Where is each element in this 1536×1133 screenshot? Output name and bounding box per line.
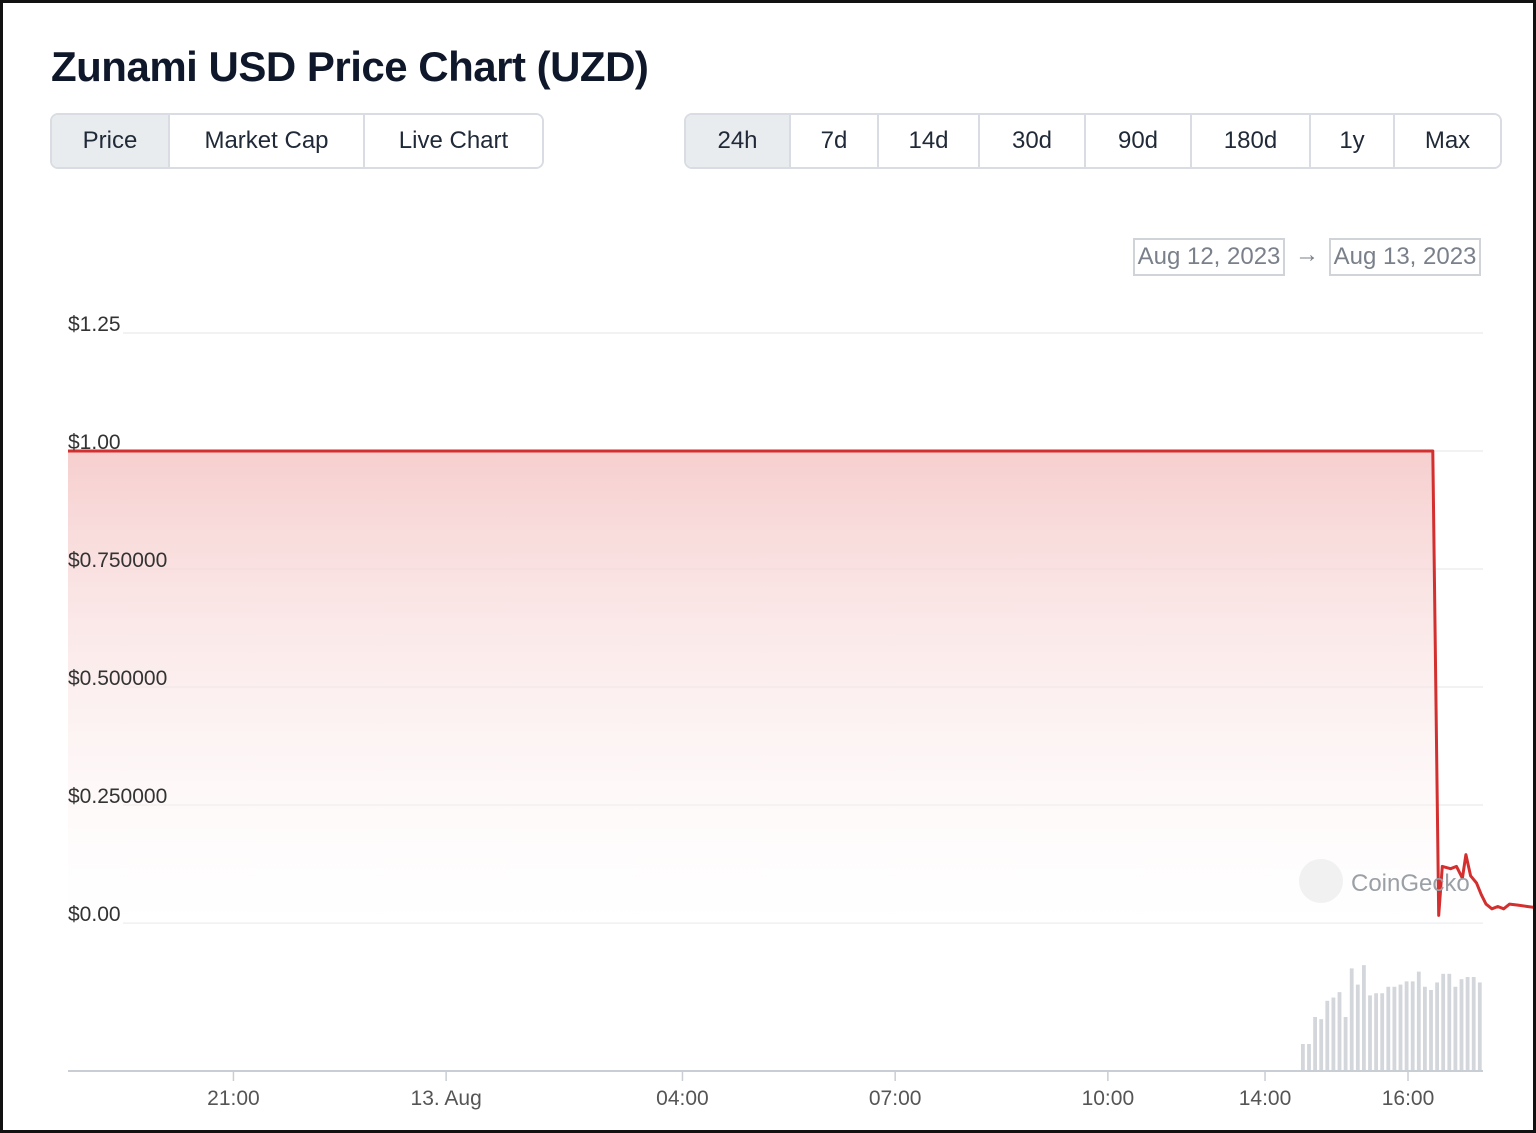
range-tab-group: 24h 7d 14d 30d 90d 180d 1y Max bbox=[684, 113, 1502, 169]
tab-price[interactable]: Price bbox=[52, 115, 170, 167]
arrow-right-icon: → bbox=[1295, 241, 1319, 268]
y-tick-label: $0.500000 bbox=[68, 667, 167, 690]
volume-bar bbox=[1459, 979, 1464, 1071]
volume-bar bbox=[1435, 982, 1439, 1071]
y-tick-label: $1.25 bbox=[68, 313, 121, 336]
date-from-input[interactable]: Aug 12, 2023 bbox=[1133, 238, 1285, 276]
x-tick-label: 21:00 bbox=[207, 1087, 260, 1110]
volume-bar bbox=[1398, 984, 1403, 1071]
volume-bar bbox=[1410, 981, 1415, 1071]
volume-bar bbox=[1453, 986, 1458, 1071]
range-14d[interactable]: 14d bbox=[879, 115, 980, 167]
price-line bbox=[68, 449, 1533, 917]
volume-bar bbox=[1465, 977, 1470, 1071]
volume-bar bbox=[1355, 984, 1360, 1071]
volume-bar bbox=[1441, 973, 1446, 1071]
x-tick-label: 07:00 bbox=[869, 1087, 922, 1110]
volume-bar bbox=[1343, 1017, 1348, 1071]
coingecko-watermark: CoinGecko bbox=[1299, 859, 1470, 903]
y-tick-label: $0.750000 bbox=[68, 549, 167, 572]
volume-bar bbox=[1392, 986, 1397, 1071]
x-tick-label: 16:00 bbox=[1382, 1087, 1435, 1110]
date-to-input[interactable]: Aug 13, 2023 bbox=[1329, 238, 1481, 276]
volume-bar bbox=[1416, 971, 1421, 1071]
range-1y[interactable]: 1y bbox=[1311, 115, 1395, 167]
page-title: Zunami USD Price Chart (UZD) bbox=[51, 43, 649, 90]
volume-bar bbox=[1429, 990, 1433, 1071]
y-tick-label: $0.250000 bbox=[68, 785, 167, 808]
volume-bar bbox=[1477, 982, 1482, 1071]
volume-bar bbox=[1374, 993, 1378, 1071]
watermark-text: CoinGecko bbox=[1351, 870, 1470, 897]
gecko-logo-icon bbox=[1299, 859, 1343, 903]
price-area bbox=[68, 451, 1533, 923]
view-tab-group: Price Market Cap Live Chart bbox=[50, 113, 544, 169]
volume-bar bbox=[1423, 986, 1427, 1071]
x-tick-label: 04:00 bbox=[656, 1087, 709, 1110]
range-90d[interactable]: 90d bbox=[1086, 115, 1192, 167]
volume-bar bbox=[1349, 968, 1354, 1071]
volume-bar bbox=[1313, 1017, 1317, 1071]
volume-bar bbox=[1386, 986, 1391, 1071]
tab-live-chart[interactable]: Live Chart bbox=[365, 115, 542, 167]
volume-bar bbox=[1362, 965, 1366, 1071]
x-tick-label: 13. Aug bbox=[411, 1087, 482, 1110]
price-chart[interactable]: CoinGecko $1.25 $1.00 $0.750000 $0.500000 $0… bbox=[3, 3, 1533, 1130]
range-max[interactable]: Max bbox=[1395, 115, 1500, 167]
volume-bar bbox=[1337, 992, 1342, 1071]
range-7d[interactable]: 7d bbox=[791, 115, 879, 167]
volume-bar bbox=[1325, 1000, 1330, 1071]
volume-bar bbox=[1380, 993, 1385, 1071]
volume-bar bbox=[1331, 997, 1336, 1071]
x-tick-label: 14:00 bbox=[1239, 1087, 1292, 1110]
y-tick-label: $0.00 bbox=[68, 903, 121, 926]
range-24h[interactable]: 24h bbox=[686, 115, 791, 167]
range-180d[interactable]: 180d bbox=[1192, 115, 1311, 167]
volume-bar bbox=[1319, 1019, 1324, 1071]
y-tick-label: $1.00 bbox=[68, 431, 121, 454]
volume-bar bbox=[1404, 981, 1409, 1071]
volume-bar bbox=[1307, 1044, 1311, 1071]
range-30d[interactable]: 30d bbox=[980, 115, 1086, 167]
volume-bar bbox=[1471, 977, 1476, 1071]
volume-bar bbox=[1368, 995, 1372, 1071]
tab-market-cap[interactable]: Market Cap bbox=[170, 115, 365, 167]
volume-bar bbox=[1301, 1044, 1305, 1071]
x-tick-label: 10:00 bbox=[1082, 1087, 1135, 1110]
volume-bar bbox=[1447, 973, 1452, 1071]
